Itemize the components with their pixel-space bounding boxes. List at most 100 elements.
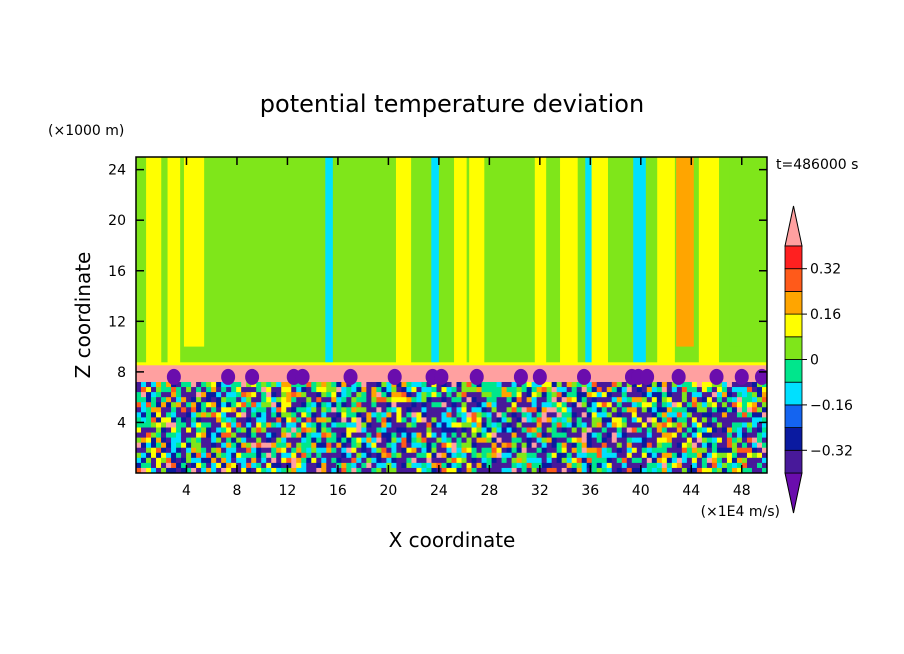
turbulence-cell [141,467,147,473]
turbulence-cell [326,422,332,428]
turbulence-cell [181,437,187,444]
turbulence-cell [301,442,307,449]
turbulence-cell [301,397,307,403]
turbulence-cell [471,432,477,439]
turbulence-cell [251,437,257,444]
turbulence-cell [426,462,432,469]
turbulence-cell [701,381,708,388]
turbulence-cell [506,467,512,473]
turbulence-cell [701,457,708,464]
turbulence-cell [361,442,367,449]
turbulence-cell [646,387,653,393]
turbulence-cell [716,452,723,459]
turbulence-cell [756,437,763,444]
turbulence-cell [206,437,212,444]
turbulence-cell [556,412,563,418]
turbulence-cell [521,407,528,413]
turbulence-cell [326,392,332,398]
turbulence-cell [421,432,427,439]
turbulence-cell [436,427,442,433]
turbulence-cell [751,462,758,469]
turbulence-cell [291,457,297,464]
turbulence-cell [401,432,407,439]
turbulence-cell [261,462,267,469]
turbulence-cell [676,442,683,449]
turbulence-cell [636,457,643,464]
turbulence-cell [631,432,638,439]
turbulence-cell [256,387,262,393]
turbulence-cell [531,447,538,454]
turbulence-cell [391,442,397,449]
turbulence-cell [431,412,437,418]
turbulence-cell [271,392,277,398]
turbulence-cell [751,407,758,413]
turbulence-cell [191,381,197,388]
turbulence-cell [526,467,533,473]
turbulence-cell [286,442,292,449]
turbulence-cell [296,432,302,439]
turbulence-cell [741,422,748,428]
turbulence-cell [691,402,698,408]
turbulence-cell [616,387,623,393]
turbulence-cell [626,381,633,388]
turbulence-cell [311,381,317,388]
turbulence-cell [236,432,242,439]
turbulence-cell [436,447,442,454]
turbulence-cell [756,412,763,418]
turbulence-cell [446,407,452,413]
turbulence-cell [151,422,157,428]
turbulence-cell [696,442,703,449]
turbulence-cell [506,412,512,418]
turbulence-cell [176,412,182,418]
turbulence-cell [276,412,282,418]
turbulence-cell [256,457,262,464]
turbulence-cell [666,402,673,408]
turbulence-cell [221,412,227,418]
turbulence-cell [151,427,157,433]
turbulence-cell [151,412,157,418]
turbulence-cell [276,397,282,403]
turbulence-cell [226,447,232,454]
turbulence-cell [156,452,162,459]
turbulence-cell [136,432,142,439]
turbulence-cell [731,387,738,393]
turbulence-cell [466,422,472,428]
turbulence-cell [366,462,372,469]
turbulence-cell [401,412,407,418]
turbulence-cell [331,407,337,413]
turbulence-cell [491,417,497,423]
turbulence-cell [296,422,302,428]
turbulence-cell [566,432,573,439]
turbulence-cell [666,387,673,393]
turbulence-cell [721,402,728,408]
turbulence-cell [271,412,277,418]
turbulence-cell [171,417,177,423]
turbulence-cell [651,397,658,403]
turbulence-cell [716,457,723,464]
turbulence-cell [336,392,342,398]
turbulence-cell [256,412,262,418]
turbulence-cell [136,397,142,403]
turbulence-cell [751,447,758,454]
turbulence-cell [651,381,658,388]
turbulence-cell [141,452,147,459]
turbulence-cell [711,397,718,403]
turbulence-cell [261,452,267,459]
turbulence-cell [251,452,257,459]
turbulence-cell [561,392,568,398]
turbulence-cell [661,422,668,428]
turbulence-cell [726,447,733,454]
turbulence-cell [406,402,412,408]
turbulence-cell [361,437,367,444]
turbulence-cell [336,447,342,454]
upper-streak [534,157,547,365]
turbulence-cell [526,432,533,439]
turbulence-cell [746,432,753,439]
turbulence-cell [601,381,608,388]
turbulence-cell [366,447,372,454]
turbulence-cell [741,467,748,473]
turbulence-cell [256,417,262,423]
turbulence-cell [756,381,763,388]
turbulence-cell [671,417,678,423]
turbulence-cell [291,417,297,423]
